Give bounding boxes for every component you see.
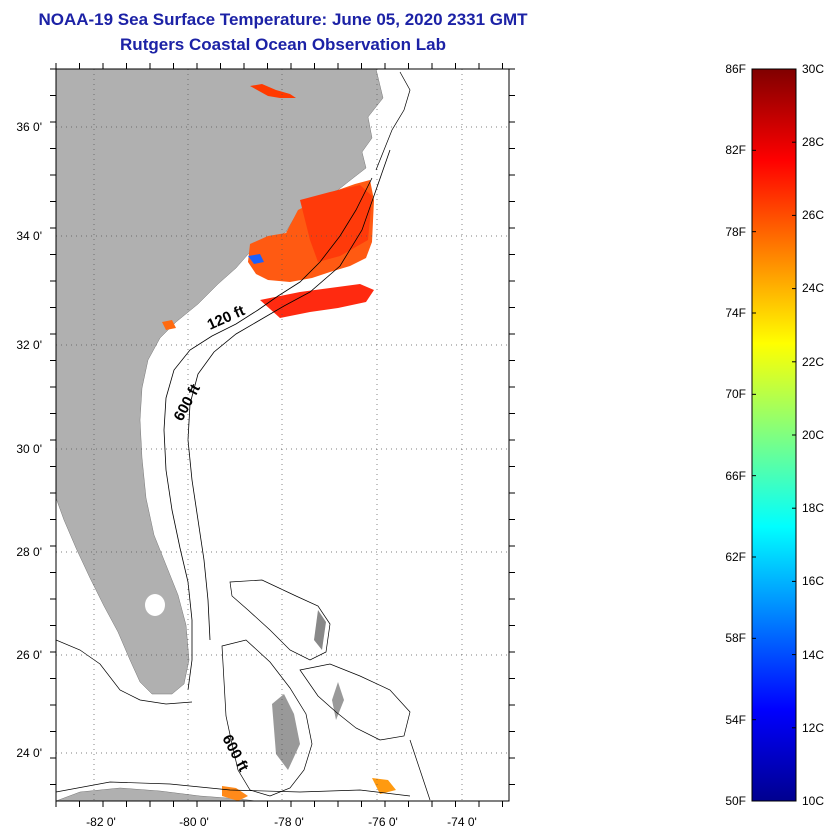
colorbar-f-label: 50F: [725, 794, 746, 808]
isobath-600ft: [187, 149, 391, 641]
colorbar-ticks: [752, 68, 796, 802]
lat-tick-label: 30 0': [16, 442, 42, 456]
sst-patch-streak: [260, 284, 374, 318]
isobath-coast-north: [375, 71, 411, 171]
isobath-southeast: [409, 739, 431, 801]
colorbar-f-label: 78F: [725, 225, 746, 239]
colorbar-f-label: 54F: [725, 713, 746, 727]
sst-patch-ga-coast: [162, 320, 176, 330]
minor-ticks: [50, 63, 515, 807]
land-bahamas-abaco: [314, 610, 326, 650]
sst-patch-south-2: [372, 778, 396, 794]
map-frame: [55, 68, 510, 802]
colorbar-c-label: 10C: [802, 794, 824, 808]
lon-tick-labels: -82 0' -80 0' -78 0' -76 0' -74 0': [86, 815, 477, 829]
colorbar-c-label: 16C: [802, 574, 824, 588]
colorbar-c-label: 12C: [802, 721, 824, 735]
lat-tick-label: 28 0': [16, 545, 42, 559]
lat-tick-label: 34 0': [16, 229, 42, 243]
lat-tick-label: 26 0': [16, 648, 42, 662]
colorbar-f-label: 62F: [725, 550, 746, 564]
isobath-bahamas-east: [299, 663, 411, 741]
isobath-cuba-north: [56, 781, 411, 797]
colorbar-c-label: 30C: [802, 62, 824, 76]
lon-tick-label: -82 0': [86, 815, 116, 829]
isobath-label-600ft: 600 ft: [171, 381, 204, 424]
colorbar-fahrenheit-labels: 86F 82F 78F 74F 70F 66F 62F 58F 54F 50F: [725, 62, 746, 808]
map-subtitle: Rutgers Coastal Ocean Observation Lab: [120, 35, 446, 54]
map-content: [56, 69, 431, 801]
land-us-southeast: [56, 69, 384, 695]
colorbar-f-label: 74F: [725, 306, 746, 320]
lon-tick-label: -76 0': [368, 815, 398, 829]
land-bahamas-andros: [272, 694, 300, 770]
sst-patch-north: [250, 84, 296, 98]
lon-tick-label: -74 0': [447, 815, 477, 829]
colorbar-c-label: 22C: [802, 355, 824, 369]
lon-tick-label: -78 0': [274, 815, 304, 829]
colorbar-c-label: 26C: [802, 208, 824, 222]
lat-tick-label: 36 0': [16, 120, 42, 134]
colorbar-c-label: 14C: [802, 648, 824, 662]
lat-tick-labels: 36 0' 34 0' 32 0' 30 0' 28 0' 26 0' 24 0…: [16, 120, 42, 760]
colorbar-c-label: 24C: [802, 281, 824, 295]
isobath-120ft: [163, 177, 373, 691]
lon-tick-label: -80 0': [179, 815, 209, 829]
colorbar-f-label: 58F: [725, 631, 746, 645]
colorbar-f-label: 70F: [725, 387, 746, 401]
colorbar-f-label: 82F: [725, 143, 746, 157]
lat-tick-label: 24 0': [16, 746, 42, 760]
colorbar-c-label: 18C: [802, 501, 824, 515]
isobath-bahamas-south: [221, 639, 313, 797]
colorbar-f-label: 66F: [725, 469, 746, 483]
colorbar-c-label: 20C: [802, 428, 824, 442]
sst-patch-cold-spot: [248, 254, 264, 264]
grid: [56, 69, 509, 801]
colorbar-c-label: 28C: [802, 135, 824, 149]
map-title: NOAA-19 Sea Surface Temperature: June 05…: [38, 10, 528, 29]
colorbar-celsius-labels: 30C 28C 26C 24C 22C 20C 18C 16C 14C 12C …: [802, 62, 824, 808]
lake-okeechobee: [145, 594, 165, 616]
colorbar-f-label: 86F: [725, 62, 746, 76]
land-bahamas-eleuthera: [332, 682, 344, 720]
isobath-bahamas-outline: [229, 579, 331, 661]
colorbar: [751, 68, 797, 802]
isobath-florida-keys: [56, 639, 193, 705]
lat-tick-label: 32 0': [16, 338, 42, 352]
